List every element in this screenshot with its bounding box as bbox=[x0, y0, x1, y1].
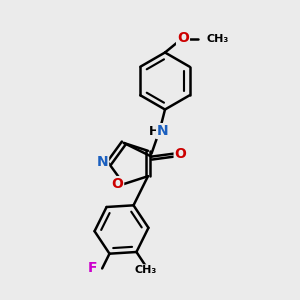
Text: CH₃: CH₃ bbox=[134, 265, 157, 275]
Text: O: O bbox=[111, 177, 123, 191]
Text: N: N bbox=[97, 155, 108, 169]
Text: O: O bbox=[175, 147, 187, 160]
Text: H: H bbox=[149, 124, 160, 138]
Text: F: F bbox=[88, 262, 98, 275]
Text: N: N bbox=[157, 124, 169, 138]
Text: O: O bbox=[177, 31, 189, 44]
Text: CH₃: CH₃ bbox=[206, 34, 229, 44]
